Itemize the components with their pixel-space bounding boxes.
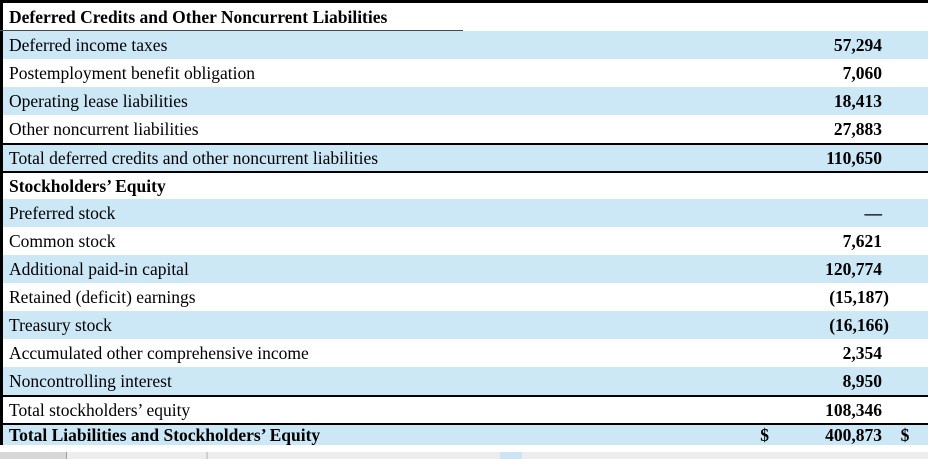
bottom-strip-tab <box>0 452 67 459</box>
table-row: Total stockholders’ equity 108,346 <box>3 395 928 423</box>
table-row: Other noncurrent liabilities 27,883 <box>3 115 928 143</box>
table-row: Total Liabilities and Stockholders’ Equi… <box>3 423 928 445</box>
row-label: Deferred Credits and Other Noncurrent Li… <box>9 6 388 27</box>
row-label: Treasury stock <box>9 314 112 335</box>
row-label: Operating lease liabilities <box>9 90 188 111</box>
bottom-strip-blue-fragment <box>500 452 522 459</box>
table-row: Retained (deficit) earnings (15,187) <box>3 283 928 311</box>
row-value: 400,873 <box>825 424 882 445</box>
row-label: Other noncurrent liabilities <box>9 118 199 139</box>
row-value: 27,883 <box>833 118 882 139</box>
row-label: Postemployment benefit obligation <box>9 62 255 83</box>
row-label: Additional paid-in capital <box>9 258 189 279</box>
row-label: Total deferred credits and other noncurr… <box>9 147 379 168</box>
row-label: Noncontrolling interest <box>9 370 172 391</box>
row-value: 57,294 <box>833 34 882 55</box>
table-section-header-row: Stockholders’ Equity <box>3 171 928 199</box>
row-value: 8,950 <box>842 370 882 391</box>
row-label: Stockholders’ Equity <box>9 175 166 196</box>
table-row: Deferred income taxes 57,294 <box>3 31 928 59</box>
row-value: (15,187) <box>829 286 889 307</box>
row-value: 7,060 <box>842 62 882 83</box>
row-label: Retained (deficit) earnings <box>9 286 196 307</box>
table-row: Noncontrolling interest 8,950 <box>3 367 928 395</box>
currency-symbol: $ <box>760 424 769 445</box>
table-row: Additional paid-in capital 120,774 <box>3 255 928 283</box>
row-label: Common stock <box>9 230 116 251</box>
row-value: (16,166) <box>829 314 889 335</box>
row-label: Preferred stock <box>9 202 116 223</box>
table-row: Preferred stock — <box>3 199 928 227</box>
row-value: 2,354 <box>842 342 882 363</box>
row-value: 108,346 <box>825 399 882 420</box>
row-label: Total Liabilities and Stockholders’ Equi… <box>9 424 321 445</box>
table-row: Treasury stock (16,166) <box>3 311 928 339</box>
bottom-strip-divider <box>206 452 208 459</box>
row-label: Deferred income taxes <box>9 34 168 55</box>
table-row: Total deferred credits and other noncurr… <box>3 143 928 171</box>
bottom-partial-content <box>0 452 928 459</box>
table-row: Operating lease liabilities 18,413 <box>3 87 928 115</box>
row-value: 120,774 <box>825 258 882 279</box>
row-label: Accumulated other comprehensive income <box>9 342 309 363</box>
table-row: Accumulated other comprehensive income 2,… <box>3 339 928 367</box>
row-value: 18,413 <box>833 90 882 111</box>
row-value: — <box>864 202 883 223</box>
table-row: Postemployment benefit obligation 7,060 <box>3 59 928 87</box>
row-label: Total stockholders’ equity <box>9 399 191 420</box>
row-value: 110,650 <box>826 147 882 168</box>
table-section-header-row: Deferred Credits and Other Noncurrent Li… <box>3 3 928 31</box>
financial-table: Deferred Credits and Other Noncurrent Li… <box>0 0 928 445</box>
row-value: 7,621 <box>842 230 882 251</box>
currency-symbol-right: $ <box>900 424 910 445</box>
table-row: Common stock 7,621 <box>3 227 928 255</box>
section-header-underline <box>0 30 463 31</box>
